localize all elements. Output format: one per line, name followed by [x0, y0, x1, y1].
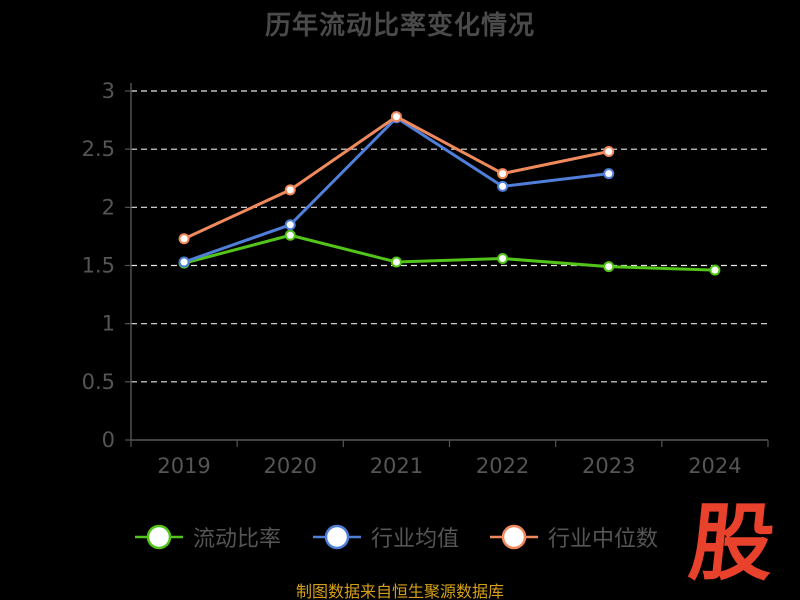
legend-marker-icon: [135, 524, 183, 550]
y-tick-label: 1: [102, 312, 115, 336]
data-point: [709, 264, 721, 276]
legend-item[interactable]: 行业均值: [311, 521, 459, 553]
data-point: [497, 168, 509, 180]
data-point: [603, 261, 615, 273]
x-tick-label: 2022: [476, 454, 529, 478]
x-tick-label: 2021: [370, 454, 423, 478]
legend-label: 流动比率: [193, 527, 282, 552]
legend-marker-icon: [490, 524, 538, 550]
y-tick-label: 2.5: [82, 137, 115, 161]
legend-item[interactable]: 行业中位数: [488, 521, 658, 553]
data-point: [603, 145, 615, 157]
y-tick-label: 1.5: [82, 254, 115, 278]
series-line: [183, 233, 715, 272]
x-tick-label: 2023: [582, 454, 635, 478]
data-point: [603, 168, 615, 180]
y-tick-label: 2: [102, 195, 115, 219]
series-layer: [178, 111, 721, 276]
data-point: [284, 184, 296, 196]
source-note: 制图数据来自恒生聚源数据库: [295, 582, 504, 600]
y-tick-label: 0: [102, 428, 115, 452]
x-tick-label: 2024: [688, 454, 741, 478]
legend-item[interactable]: 流动比率: [133, 521, 281, 553]
data-point: [390, 111, 402, 123]
data-point: [178, 256, 190, 268]
y-tick-label: 0.5: [82, 370, 115, 394]
x-tick-label: 2020: [264, 454, 317, 478]
chart-title: 历年流动比率变化情况: [264, 11, 535, 41]
grid-layer: [131, 90, 768, 383]
legend-label: 行业中位数: [548, 527, 659, 552]
data-point: [178, 233, 190, 245]
y-tick-label: 3: [102, 79, 115, 103]
legend-label: 行业均值: [371, 527, 460, 552]
legend-marker-icon: [313, 524, 361, 550]
legend: 流动比率 行业均值 行业中位数: [0, 521, 800, 553]
data-point: [497, 180, 509, 192]
x-tick-label: 2019: [157, 454, 210, 478]
brand-logo: 股: [684, 494, 780, 592]
data-point: [284, 219, 296, 231]
axis-layer: 0 0.5 1 1.5 2 2.5 3 2019 2020 2021 2022 2023 2024: [82, 79, 769, 478]
data-point: [497, 253, 509, 265]
data-point: [284, 229, 296, 241]
series-line: [183, 115, 610, 241]
series-line: [183, 116, 609, 264]
data-point: [390, 256, 402, 268]
